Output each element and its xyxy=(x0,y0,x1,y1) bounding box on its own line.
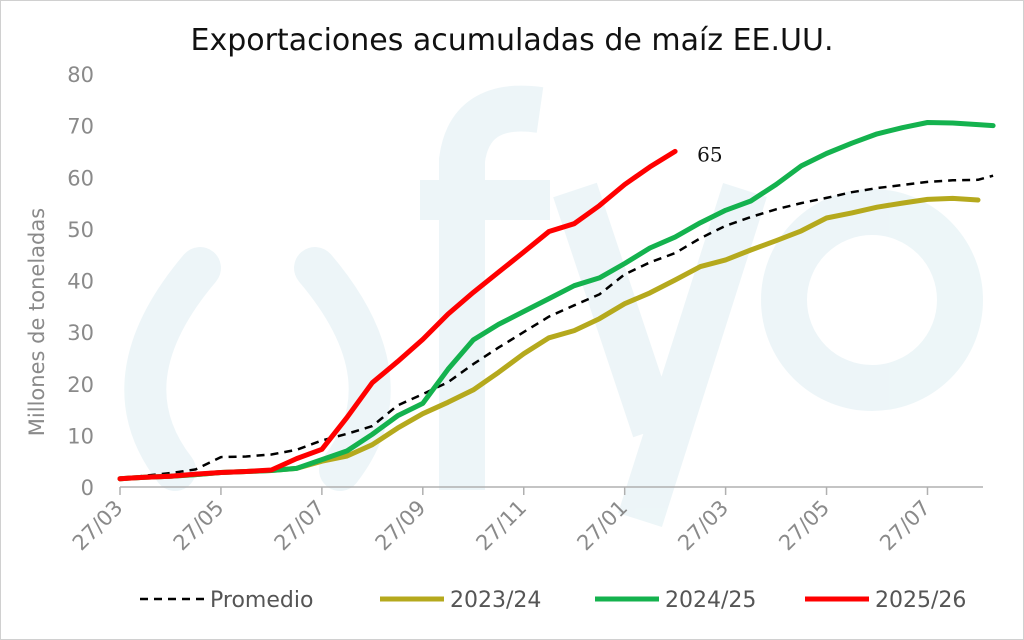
legend-label: Promedio xyxy=(210,588,313,613)
y-tick-label: 80 xyxy=(67,63,94,87)
y-tick-label: 50 xyxy=(67,218,94,242)
x-tick-label: 27/03 xyxy=(68,496,128,556)
y-tick-label: 30 xyxy=(67,321,94,345)
y-tick-label: 40 xyxy=(67,270,94,294)
legend-label: 2024/25 xyxy=(665,588,756,613)
y-axis-ticks: 0 10 20 30 40 50 60 70 80 xyxy=(67,63,94,500)
series-layer xyxy=(117,120,996,482)
x-axis: 27/03 27/05 27/07 27/09 27/11 27/01 27/03 27/05… xyxy=(68,486,983,556)
series-line-2023-24 xyxy=(117,195,981,482)
series-line-promedio xyxy=(119,174,994,480)
y-tick-label: 10 xyxy=(67,424,94,448)
x-tick-label: 27/03 xyxy=(673,496,733,556)
y-tick-label: 20 xyxy=(67,373,94,397)
legend: Promedio 2023/24 2024/25 2025/26 xyxy=(140,588,966,613)
y-tick-label: 70 xyxy=(67,115,94,139)
x-tick-label: 27/07 xyxy=(270,496,330,556)
x-tick-label: 27/05 xyxy=(774,496,834,556)
x-tick-label: 27/11 xyxy=(472,496,532,556)
series-line-2025-26 xyxy=(117,148,678,482)
y-axis-label: Millones de toneladas xyxy=(25,208,49,436)
x-tick-label: 27/09 xyxy=(371,496,431,556)
x-tick-label: 27/07 xyxy=(875,496,935,556)
y-tick-label: 60 xyxy=(67,166,94,190)
y-tick-label: 0 xyxy=(81,476,94,500)
chart-title: Exportaciones acumuladas de maíz EE.UU. xyxy=(190,23,833,58)
legend-label: 2023/24 xyxy=(450,588,541,613)
last-value-annotation: 65 xyxy=(697,142,722,166)
watermark-logo xyxy=(124,85,983,527)
legend-label: 2025/26 xyxy=(875,588,966,613)
x-tick-label: 27/05 xyxy=(169,496,229,556)
series-line-2024-25 xyxy=(117,120,996,482)
x-tick-label: 27/01 xyxy=(572,496,632,556)
